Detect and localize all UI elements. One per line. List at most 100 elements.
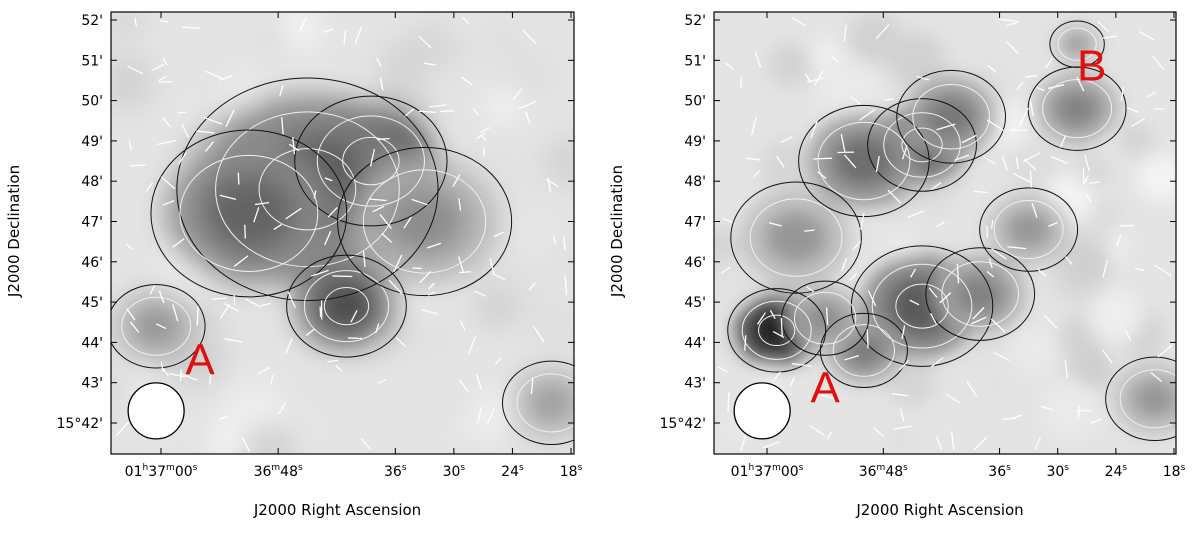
y-tick-label: 47' bbox=[684, 215, 706, 231]
polarization-vector bbox=[162, 367, 169, 377]
x-tick-part: s bbox=[578, 463, 583, 473]
x-tick-part: s bbox=[519, 463, 524, 473]
polarization-vector bbox=[332, 275, 353, 278]
x-tick-part: m bbox=[772, 463, 781, 473]
noise-blob bbox=[507, 50, 554, 97]
polarization-vector bbox=[181, 124, 189, 138]
polarization-vector bbox=[1090, 418, 1102, 425]
contour-inner bbox=[362, 169, 487, 274]
contour-outer bbox=[150, 129, 348, 298]
x-tick-part: 36 bbox=[384, 464, 402, 480]
polarization-vector bbox=[993, 351, 1010, 362]
polarization-vector bbox=[278, 402, 286, 415]
contour-outer bbox=[925, 247, 1036, 341]
polarization-vector bbox=[474, 290, 487, 297]
noise-blob bbox=[244, 388, 285, 428]
noise-blob bbox=[887, 31, 947, 91]
polarization-vector bbox=[299, 16, 308, 32]
polarization-vector bbox=[204, 141, 215, 152]
polarization-vector bbox=[859, 108, 876, 121]
polarization-vector bbox=[525, 111, 531, 124]
polarization-vector bbox=[219, 415, 229, 421]
polarization-vector bbox=[285, 207, 302, 220]
emission-peak bbox=[527, 382, 574, 423]
polarization-vector bbox=[203, 116, 223, 125]
polarization-vector bbox=[954, 154, 970, 161]
polarization-vector bbox=[1006, 21, 1019, 27]
contour-inner bbox=[121, 296, 192, 356]
polarization-vector bbox=[950, 430, 955, 451]
noise-blob bbox=[241, 419, 296, 454]
polarization-vector bbox=[1131, 117, 1146, 128]
x-tick-part: s bbox=[903, 463, 908, 473]
y-tick-label: 50' bbox=[81, 94, 103, 110]
region-label: A bbox=[185, 336, 215, 385]
x-tick-label: 36s bbox=[384, 463, 407, 480]
polarization-vector bbox=[756, 312, 766, 325]
x-tick-part: s bbox=[1064, 463, 1069, 473]
noise-blob bbox=[759, 139, 818, 198]
polarization-vector bbox=[212, 297, 228, 300]
contour-outer bbox=[502, 360, 574, 446]
polarization-vector bbox=[739, 432, 748, 452]
polarization-vector bbox=[875, 156, 880, 173]
region-label: A bbox=[810, 364, 840, 413]
polarization-vector bbox=[564, 275, 568, 296]
polarization-vector bbox=[245, 298, 262, 308]
polarization-vector bbox=[494, 357, 502, 365]
polarization-vector bbox=[354, 26, 363, 45]
noise-blob bbox=[541, 136, 574, 188]
polarization-vector bbox=[421, 309, 438, 315]
noise-blob bbox=[971, 328, 1004, 361]
x-tick-label: 01h37m00s bbox=[125, 463, 198, 480]
polarization-vector bbox=[261, 302, 271, 307]
polarization-vector bbox=[929, 312, 937, 324]
polarization-vector bbox=[393, 254, 403, 273]
polarization-vector bbox=[887, 189, 902, 204]
polarization-vector bbox=[1134, 267, 1145, 271]
emission-peak bbox=[1063, 33, 1091, 56]
noise-blob bbox=[317, 370, 359, 411]
contour-outer bbox=[850, 245, 994, 367]
noise-blob bbox=[1007, 17, 1057, 67]
polarization-vector bbox=[362, 250, 366, 267]
contour-outer bbox=[819, 312, 908, 389]
polarization-vector bbox=[162, 57, 168, 66]
polarization-vector bbox=[717, 366, 728, 373]
polarization-vector bbox=[1036, 86, 1045, 92]
x-tick-part: 36 bbox=[988, 464, 1006, 480]
region-label: B bbox=[1077, 41, 1106, 90]
y-tick-label: 43' bbox=[81, 376, 103, 392]
polarization-vector bbox=[872, 426, 885, 438]
y-tick-label: 51' bbox=[81, 53, 103, 69]
polarization-vector bbox=[156, 323, 167, 330]
polarization-vector bbox=[223, 303, 239, 312]
polarization-vector bbox=[323, 28, 334, 33]
polarization-vector bbox=[162, 200, 175, 206]
polarization-vector bbox=[722, 217, 733, 223]
x-tick-part: s bbox=[402, 463, 407, 473]
contour-inner bbox=[912, 83, 990, 150]
polarization-vector bbox=[1036, 268, 1047, 278]
contour-core bbox=[258, 148, 357, 231]
polarization-vector bbox=[224, 338, 243, 343]
y-tick-label: 44' bbox=[684, 335, 706, 351]
polarization-vector bbox=[459, 320, 466, 331]
polarization-vector bbox=[350, 309, 358, 323]
polarization-vector bbox=[343, 30, 347, 45]
y-axis-title: J2000 Declination bbox=[5, 165, 23, 298]
contour-inner bbox=[516, 373, 574, 433]
polarization-vector bbox=[270, 375, 274, 385]
polarization-vector bbox=[935, 436, 943, 450]
noise-blob bbox=[817, 57, 880, 119]
polarization-vector bbox=[841, 257, 848, 271]
polarization-vector bbox=[128, 140, 132, 151]
polarization-vector bbox=[196, 306, 199, 326]
x-tick-label: 36s bbox=[988, 463, 1011, 480]
y-tick-label: 52' bbox=[684, 13, 706, 29]
polarization-vector bbox=[751, 116, 757, 135]
polarization-vector bbox=[931, 182, 942, 191]
noise-blob bbox=[527, 297, 574, 352]
x-tick-label: 24s bbox=[1105, 463, 1128, 480]
polarization-vector bbox=[158, 75, 168, 82]
